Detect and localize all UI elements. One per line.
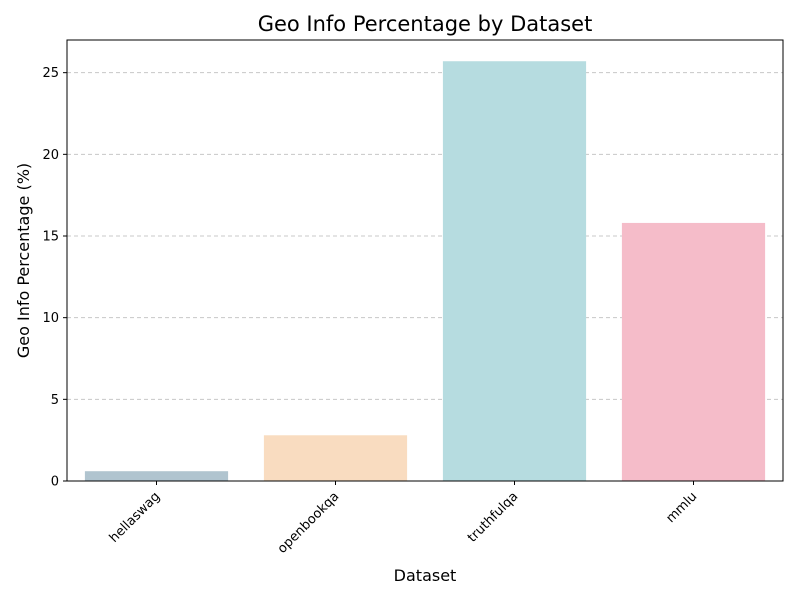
y-axis-label: Geo Info Percentage (%) [14, 163, 33, 358]
y-tick-label: 15 [42, 230, 59, 245]
x-tick-label: hellaswag [107, 489, 164, 546]
bar-truthfulqa [442, 61, 587, 481]
y-tick-label: 10 [42, 311, 59, 326]
bars [84, 61, 766, 481]
bar-openbookqa [263, 435, 408, 481]
y-tick-label: 20 [42, 148, 59, 163]
y-tick-label: 0 [51, 475, 59, 490]
x-axis-label: Dataset [394, 566, 457, 585]
y-tick-label: 5 [51, 393, 59, 408]
bar-hellaswag [84, 471, 229, 481]
y-axis-ticks: 0 5 10 15 20 25 [42, 66, 67, 490]
x-tick-label: mmlu [663, 489, 700, 526]
bar-mmlu [621, 222, 766, 481]
x-axis-ticks: hellaswag openbookqa truthfulqa mmlu [107, 481, 700, 557]
x-tick-label: openbookqa [275, 489, 342, 556]
x-tick-label: truthfulqa [465, 489, 521, 545]
chart-title: Geo Info Percentage by Dataset [258, 12, 593, 36]
plot-frame [66, 39, 784, 482]
y-tick-label: 25 [42, 66, 59, 81]
